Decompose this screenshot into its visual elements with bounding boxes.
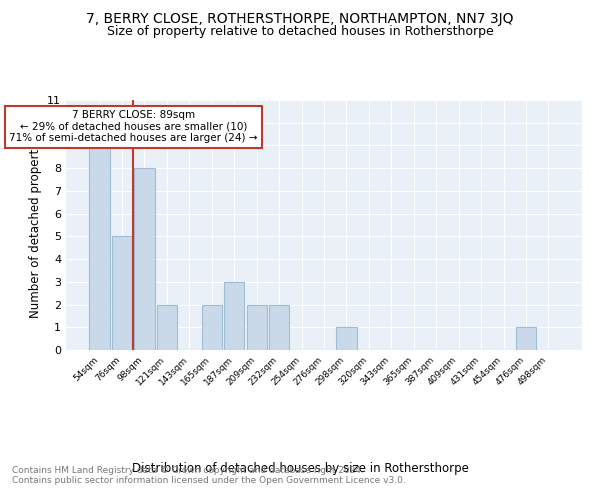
Bar: [202, 304, 222, 350]
Text: 7, BERRY CLOSE, ROTHERSTHORPE, NORTHAMPTON, NN7 3JQ: 7, BERRY CLOSE, ROTHERSTHORPE, NORTHAMPT…: [86, 12, 514, 26]
Text: Size of property relative to detached houses in Rothersthorpe: Size of property relative to detached ho…: [107, 25, 493, 38]
Text: Contains HM Land Registry data © Crown copyright and database right 2024.
Contai: Contains HM Land Registry data © Crown c…: [12, 466, 406, 485]
Text: 7 BERRY CLOSE: 89sqm
← 29% of detached houses are smaller (10)
71% of semi-detac: 7 BERRY CLOSE: 89sqm ← 29% of detached h…: [9, 110, 257, 144]
Y-axis label: Number of detached properties: Number of detached properties: [29, 132, 41, 318]
Bar: [247, 304, 267, 350]
Bar: [112, 236, 132, 350]
Bar: [516, 328, 536, 350]
Bar: [337, 328, 356, 350]
Bar: [269, 304, 289, 350]
Bar: [134, 168, 155, 350]
Bar: [224, 282, 244, 350]
Text: Distribution of detached houses by size in Rothersthorpe: Distribution of detached houses by size …: [131, 462, 469, 475]
Bar: [157, 304, 177, 350]
Bar: [89, 146, 110, 350]
